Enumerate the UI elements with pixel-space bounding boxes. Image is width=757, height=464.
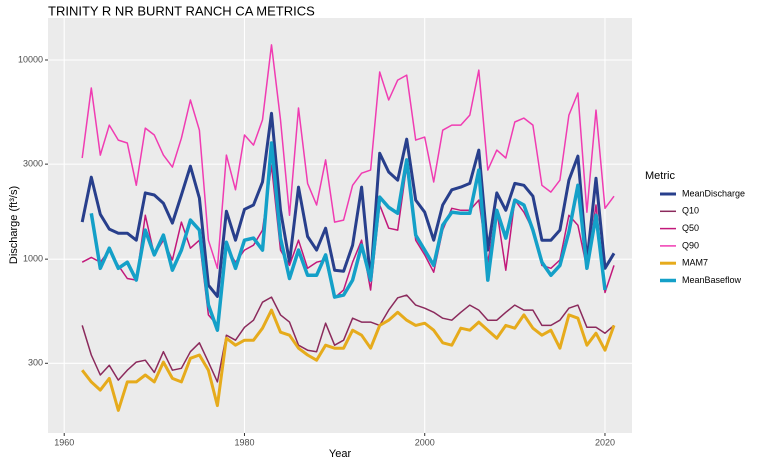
y-axis-title: Discharge (ft³/s) [8, 186, 20, 264]
chart-title: TRINITY R NR BURNT RANCH CA METRICS [48, 3, 315, 18]
y-tick-label: 300 [28, 358, 43, 368]
legend-label: Q10 [682, 206, 699, 216]
y-tick-label: 1000 [23, 254, 43, 264]
legend-label: MeanBaseflow [682, 275, 742, 285]
series-line [80, 111, 616, 298]
x-tick-label: 1980 [234, 437, 254, 447]
legend-label: MeanDischarge [682, 188, 745, 198]
series-line [89, 141, 607, 332]
legend-label: MAM7 [682, 258, 708, 268]
y-tick-label: 3000 [23, 159, 43, 169]
y-tick-label: 10000 [18, 54, 43, 64]
x-tick-label: 2000 [415, 437, 435, 447]
legend-label: Q90 [682, 240, 699, 250]
series-line [81, 44, 615, 270]
x-tick-label: 1960 [54, 437, 74, 447]
series-line [81, 308, 616, 412]
plot-panel [48, 18, 632, 433]
legend-title: Metric [645, 170, 675, 182]
x-tick-label: 2020 [595, 437, 615, 447]
x-axis-title: Year [329, 448, 352, 460]
series-line [81, 294, 615, 383]
series-line [81, 164, 615, 327]
legend-label: Q50 [682, 223, 699, 233]
